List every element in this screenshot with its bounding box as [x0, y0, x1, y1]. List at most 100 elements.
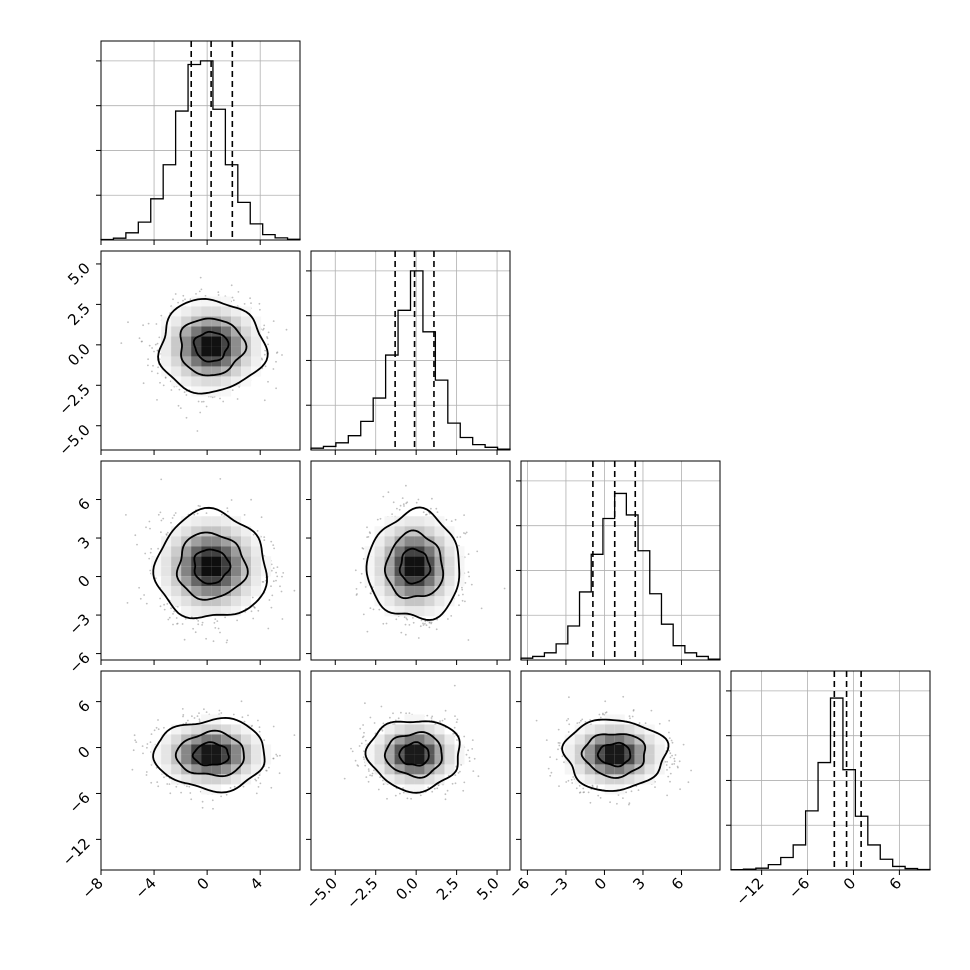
density-cell: [394, 754, 405, 765]
scatter-point: [454, 715, 456, 717]
scatter-point: [628, 802, 631, 805]
scatter-point: [196, 715, 199, 717]
density-cell: [251, 536, 262, 547]
density-cell: [201, 526, 212, 537]
scatter-point: [567, 718, 570, 720]
scatter-point: [159, 597, 162, 600]
scatter-point: [155, 323, 158, 325]
scatter-point: [461, 599, 464, 602]
scatter-point: [424, 622, 426, 625]
scatter-point: [263, 539, 266, 541]
scatter-point: [674, 754, 677, 756]
density-cell: [221, 376, 232, 387]
density-cell: [211, 774, 222, 785]
density-cell: [191, 764, 202, 775]
density-cell: [374, 526, 385, 537]
scatter-point: [236, 619, 239, 622]
scatter-point: [275, 387, 277, 390]
scatter-point: [395, 618, 398, 621]
scatter-point: [457, 772, 460, 774]
density-cell: [241, 734, 252, 745]
scatter-point: [217, 291, 220, 294]
density-cell: [644, 734, 655, 745]
scatter-point: [182, 714, 185, 716]
scatter-point: [360, 742, 363, 745]
scatter-point: [275, 360, 277, 363]
scatter-point: [363, 731, 365, 734]
scatter-point: [476, 550, 479, 553]
scatter-point: [576, 722, 579, 724]
density-cell: [634, 744, 645, 755]
density-cell: [181, 346, 192, 357]
density-cell: [201, 386, 212, 397]
scatter-point: [371, 772, 374, 775]
scatter-point: [412, 621, 415, 624]
scatter-point: [170, 389, 173, 391]
density-cell: [211, 366, 222, 377]
scatter-point: [155, 726, 158, 729]
scatter-point: [472, 770, 475, 772]
scatter-point: [172, 613, 174, 615]
density-cell: [364, 754, 375, 765]
contour-level-0: [398, 741, 430, 767]
scatter-point: [264, 365, 267, 368]
pair-panel-3-2: [520, 670, 721, 871]
density-cell: [181, 356, 192, 367]
scatter-point: [589, 801, 592, 804]
scatter-point: [371, 774, 373, 777]
density-cell: [191, 586, 202, 597]
scatter-point: [436, 511, 439, 513]
scatter-point: [558, 742, 561, 744]
scatter-point: [558, 785, 560, 787]
scatter-point: [199, 276, 202, 279]
scatter-point: [561, 755, 564, 758]
density-cell: [211, 326, 222, 337]
density-cell: [614, 754, 625, 765]
density-cell: [171, 734, 182, 745]
scatter-point: [184, 298, 186, 301]
scatter-point: [444, 793, 447, 796]
scatter-point: [160, 478, 163, 481]
density-cell: [171, 316, 182, 327]
density-cell: [161, 734, 172, 745]
density-cell: [181, 526, 192, 537]
density-cell: [151, 754, 162, 765]
scatter-point: [589, 719, 591, 721]
scatter-point: [669, 752, 672, 755]
density-cell: [574, 764, 585, 775]
x-tick-label: −3: [543, 874, 571, 902]
density-cell: [201, 734, 212, 745]
scatter-point: [142, 324, 145, 327]
contour-level-2: [157, 297, 269, 395]
scatter-point: [424, 620, 427, 623]
scatter-point: [650, 709, 653, 712]
scatter-point: [360, 572, 363, 575]
scatter-point: [198, 290, 201, 293]
density-cell: [261, 556, 272, 567]
scatter-point: [264, 349, 267, 352]
scatter-point: [156, 342, 159, 345]
density-cell: [434, 754, 445, 765]
scatter-point: [671, 754, 673, 757]
scatter-point: [174, 512, 177, 514]
density-cell: [171, 724, 182, 735]
density-cell: [384, 536, 395, 547]
density-cell: [201, 754, 212, 765]
density-cell: [211, 606, 222, 617]
scatter-point: [447, 618, 449, 620]
scatter-point: [668, 749, 671, 752]
pair-frame: [100, 670, 301, 871]
density-cell: [604, 784, 615, 795]
scatter-point: [679, 788, 681, 791]
scatter-point: [196, 430, 199, 432]
density-cell: [161, 316, 172, 327]
density-cell: [404, 724, 415, 735]
density-cell: [241, 566, 252, 577]
hist-frame: [100, 40, 301, 241]
scatter-point: [151, 347, 154, 349]
scatter-point: [427, 786, 430, 789]
scatter-point: [149, 741, 152, 744]
scatter-point: [480, 607, 483, 610]
scatter-point: [431, 790, 434, 793]
density-cell: [201, 556, 212, 567]
